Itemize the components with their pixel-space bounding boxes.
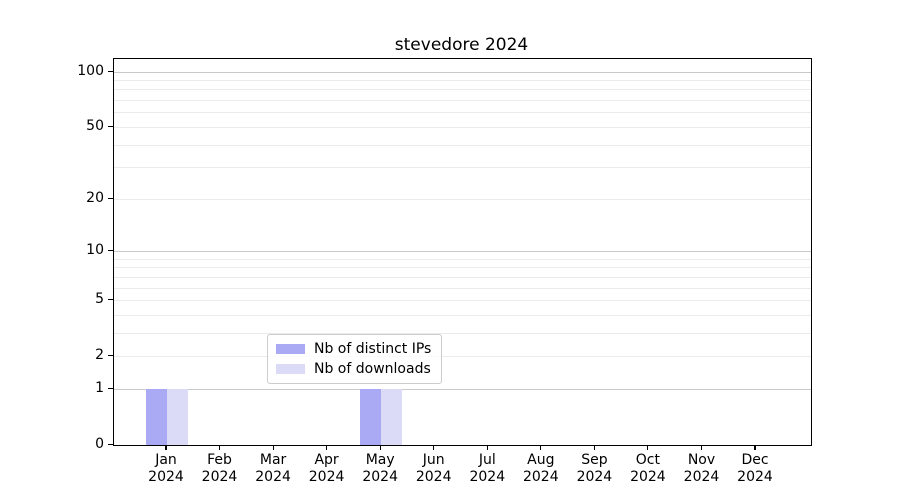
x-tick-month: Sep: [581, 452, 608, 468]
x-tick-month: Apr: [314, 452, 339, 468]
chart-title: stevedore 2024: [394, 35, 529, 55]
y-gridline-major: [114, 251, 811, 252]
y-tick-mark: [108, 299, 113, 301]
legend-swatch-downloads-icon: [276, 364, 305, 374]
y-tick-mark: [108, 70, 113, 72]
x-tick-mark: [379, 445, 381, 450]
y-gridline-minor: [114, 126, 811, 128]
x-tick-mark: [165, 445, 167, 450]
x-tick-year: 2024: [630, 469, 666, 485]
x-tick-month: Mar: [259, 452, 287, 468]
y-gridline-minor: [114, 80, 811, 81]
x-tick-year: 2024: [201, 469, 238, 485]
y-tick-mark: [108, 444, 113, 446]
x-tick-month: Jun: [422, 452, 445, 468]
x-tick-mark: [218, 445, 221, 450]
y-tick-label: 50: [86, 117, 104, 134]
plot-area: [113, 58, 812, 446]
y-gridline-minor: [114, 89, 811, 91]
bar-jan-distinct-ips: [145, 388, 167, 445]
y-gridline-minor: [114, 198, 811, 200]
y-gridline-minor: [114, 356, 811, 358]
y-tick-label: 20: [86, 189, 104, 206]
y-tick-label: 5: [95, 291, 104, 307]
x-tick-year: 2024: [469, 469, 506, 485]
y-tick-mark: [108, 125, 113, 128]
x-tick-mark: [593, 445, 595, 450]
x-tick-mark: [540, 445, 542, 450]
y-gridline-minor: [114, 112, 811, 114]
x-tick-label-jun: Jun 2024: [402, 452, 466, 486]
y-gridline-major: [114, 71, 811, 73]
y-tick-label: 100: [77, 62, 104, 79]
x-tick-label-apr: Apr 2024: [295, 452, 359, 486]
x-tick-mark: [647, 445, 649, 450]
x-tick-year: 2024: [148, 469, 184, 485]
x-tick-label-mar: Mar 2024: [241, 452, 305, 486]
y-gridline-minor: [114, 144, 811, 146]
x-tick-label-nov: Nov 2024: [670, 452, 734, 486]
x-tick-month: Nov: [687, 452, 716, 468]
y-tick-label: 0: [95, 436, 104, 452]
y-tick-mark: [108, 355, 113, 357]
x-tick-year: 2024: [522, 469, 559, 485]
x-tick-mark: [433, 445, 435, 450]
x-tick-mark: [326, 445, 328, 450]
y-gridline-minor: [114, 167, 811, 169]
x-tick-month: Jan: [155, 452, 177, 468]
y-gridline-minor: [114, 258, 811, 260]
x-tick-month: Jul: [478, 452, 496, 468]
y-gridline-minor: [114, 276, 811, 278]
legend-item-downloads: Nb of downloads: [276, 361, 431, 377]
y-tick-mark: [108, 250, 113, 252]
x-tick-label-sep: Sep 2024: [562, 452, 626, 486]
x-tick-year: 2024: [415, 469, 452, 485]
y-gridline-minor: [114, 267, 811, 269]
bar-may-distinct-ips: [359, 388, 382, 445]
x-tick-year: 2024: [576, 469, 613, 485]
legend-label-downloads: Nb of downloads: [314, 361, 431, 377]
x-tick-month: Aug: [527, 452, 555, 468]
y-gridline-minor: [114, 287, 811, 289]
x-tick-year: 2024: [737, 469, 773, 485]
x-tick-label-jan: Jan 2024: [134, 452, 198, 486]
x-tick-label-feb: Feb 2024: [188, 452, 252, 486]
y-gridline-minor: [114, 332, 811, 334]
y-tick-label: 2: [95, 347, 104, 364]
x-tick-mark: [754, 445, 756, 450]
y-gridline-minor: [114, 100, 811, 102]
y-gridline-minor: [114, 300, 811, 301]
bar-may-downloads: [381, 388, 403, 445]
y-tick-label: 10: [86, 242, 104, 258]
y-tick-mark: [108, 387, 113, 390]
x-tick-label-may: May 2024: [348, 452, 412, 486]
x-tick-year: 2024: [362, 469, 398, 485]
y-gridline-minor: [114, 314, 811, 316]
y-tick-mark: [108, 197, 113, 199]
legend-item-distinct-ips: Nb of distinct IPs: [276, 341, 431, 357]
x-tick-year: 2024: [308, 469, 345, 485]
x-tick-label-oct: Oct 2024: [616, 452, 680, 486]
x-tick-month: Dec: [741, 452, 769, 468]
x-tick-mark: [486, 445, 488, 450]
x-tick-year: 2024: [683, 469, 720, 485]
x-tick-label-aug: Aug 2024: [509, 452, 573, 486]
x-tick-month: Feb: [207, 452, 232, 468]
x-tick-year: 2024: [255, 469, 291, 485]
x-tick-mark: [272, 445, 274, 450]
x-tick-month: May: [365, 452, 395, 468]
legend-swatch-distinct-ips-icon: [276, 344, 305, 354]
legend: Nb of distinct IPs Nb of downloads: [267, 334, 443, 384]
x-tick-mark: [700, 445, 703, 450]
x-tick-month: Oct: [635, 452, 660, 468]
x-tick-label-dec: Dec 2024: [723, 452, 787, 486]
legend-label-distinct-ips: Nb of distinct IPs: [314, 341, 432, 357]
bar-jan-downloads: [167, 388, 189, 445]
y-gridline-major: [114, 388, 811, 390]
x-tick-label-jul: Jul 2024: [455, 452, 519, 486]
y-tick-label: 1: [95, 379, 104, 396]
